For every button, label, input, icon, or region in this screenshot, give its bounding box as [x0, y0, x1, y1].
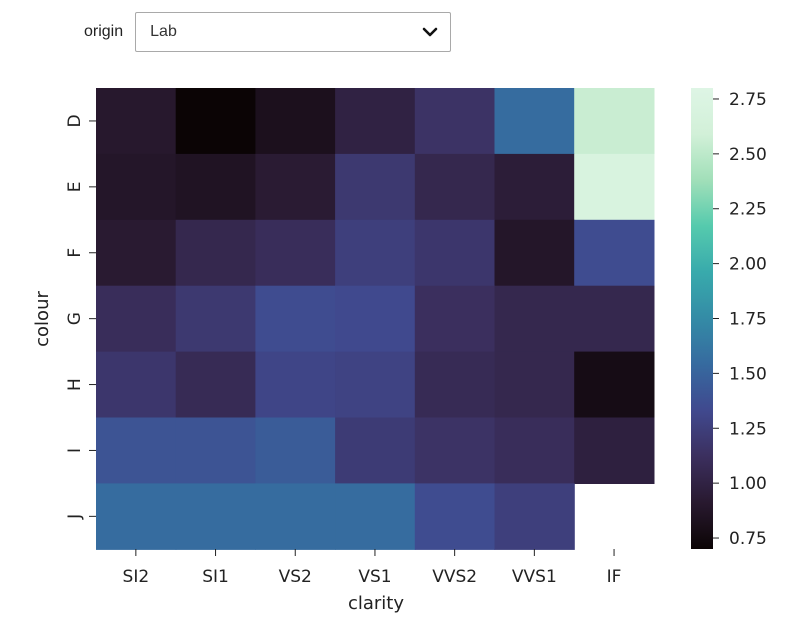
y-axis-ticks: D E F G H I J — [65, 114, 96, 520]
colorbar-tick-label: 1.50 — [729, 364, 767, 384]
heatmap-cell — [96, 351, 177, 419]
heatmap-cell — [494, 351, 575, 419]
x-tick-label: VS2 — [279, 567, 312, 587]
heatmap-cell — [494, 153, 575, 221]
origin-select-value: Lab — [150, 23, 177, 40]
colorbar-tick-label: 2.25 — [729, 200, 767, 220]
heatmap-cell — [96, 153, 177, 221]
heatmap-cell — [414, 285, 496, 353]
x-tick-label: IF — [607, 567, 622, 587]
y-tick-label: D — [65, 114, 85, 127]
heatmap-cell — [574, 285, 655, 353]
x-axis-ticks: SI2 SI1 VS2 VS1 VVS2 VVS1 IF — [123, 549, 622, 587]
y-axis-label: colour — [32, 291, 53, 347]
y-tick-label: I — [65, 448, 85, 453]
heatmap-cell — [175, 88, 256, 155]
heatmap-cell — [96, 483, 177, 550]
colorbar-tick-label: 2.75 — [729, 90, 767, 110]
heatmap-cell — [255, 285, 336, 353]
heatmap-cell — [175, 285, 256, 353]
heatmap-cell — [574, 417, 655, 484]
heatmap-cell — [414, 417, 496, 484]
colorbar-tick-label: 2.50 — [729, 145, 767, 165]
heatmap-cell — [414, 153, 496, 221]
x-tick-label: VVS1 — [512, 567, 557, 587]
heatmap-cell — [255, 483, 336, 550]
heatmap-cell — [255, 153, 336, 221]
heatmap-cell — [414, 219, 496, 287]
y-tick-label: G — [65, 312, 85, 325]
heatmap-cell — [96, 285, 177, 353]
heatmap-cell — [335, 285, 416, 353]
heatmap-cell — [494, 483, 575, 550]
origin-select[interactable]: Lab — [135, 12, 452, 52]
heatmap-cell — [175, 483, 256, 550]
heatmap-cell — [335, 483, 416, 550]
heatmap-cell — [414, 88, 496, 155]
colorbar-ticks: 0.75 1.00 1.25 1.50 1.75 2.00 2.25 2.50 2.75 — [713, 90, 767, 549]
heatmap-cell — [255, 219, 336, 287]
heatmap-cell — [494, 285, 575, 353]
heatmap-cell — [335, 219, 416, 287]
x-tick-label: SI1 — [202, 567, 229, 587]
heatmap-cell — [255, 88, 336, 155]
heatmap-cell — [574, 153, 655, 221]
heatmap-cell — [494, 417, 575, 484]
origin-label: origin — [84, 23, 124, 40]
heatmap-cell — [175, 219, 256, 287]
colorbar-tick-label: 0.75 — [729, 529, 767, 549]
heatmap-cell — [175, 153, 256, 221]
heatmap-cell — [335, 88, 416, 155]
y-tick-label: E — [65, 181, 85, 192]
x-tick-label: VVS2 — [432, 567, 477, 587]
y-tick-label: H — [65, 378, 85, 391]
x-tick-label: SI2 — [123, 567, 150, 587]
colorbar — [691, 88, 713, 549]
colorbar-tick-label: 2.00 — [729, 255, 767, 275]
x-axis-label: clarity — [348, 593, 404, 614]
heatmap-cell — [255, 417, 336, 484]
heatmap-cell — [175, 417, 256, 484]
heatmap-cell — [335, 351, 416, 419]
heatmap-cell — [414, 483, 496, 550]
heatmap-cell — [494, 88, 575, 155]
y-tick-label: J — [65, 514, 85, 520]
heatmap-cell — [96, 88, 177, 155]
x-tick-label: VS1 — [358, 567, 391, 587]
heatmap-cell — [494, 219, 575, 287]
heatmap-cell — [574, 219, 655, 287]
heatmap-cell — [574, 88, 655, 155]
heatmap-cell — [96, 219, 177, 287]
heatmap-cell — [414, 351, 496, 419]
colorbar-tick-label: 1.25 — [729, 419, 767, 439]
heatmap-cell — [335, 417, 416, 484]
heatmap-cell — [574, 351, 655, 419]
origin-filter: origin Lab — [84, 11, 452, 53]
colorbar-tick-label: 1.75 — [729, 310, 767, 330]
heatmap-cells — [96, 88, 655, 550]
chevron-down-icon — [422, 27, 438, 37]
y-tick-label: F — [65, 248, 85, 258]
heatmap-cell — [96, 417, 177, 484]
colorbar-tick-label: 1.00 — [729, 474, 767, 494]
heatmap-cell — [335, 153, 416, 221]
heatmap-cell — [175, 351, 256, 419]
heatmap-cell — [255, 351, 336, 419]
